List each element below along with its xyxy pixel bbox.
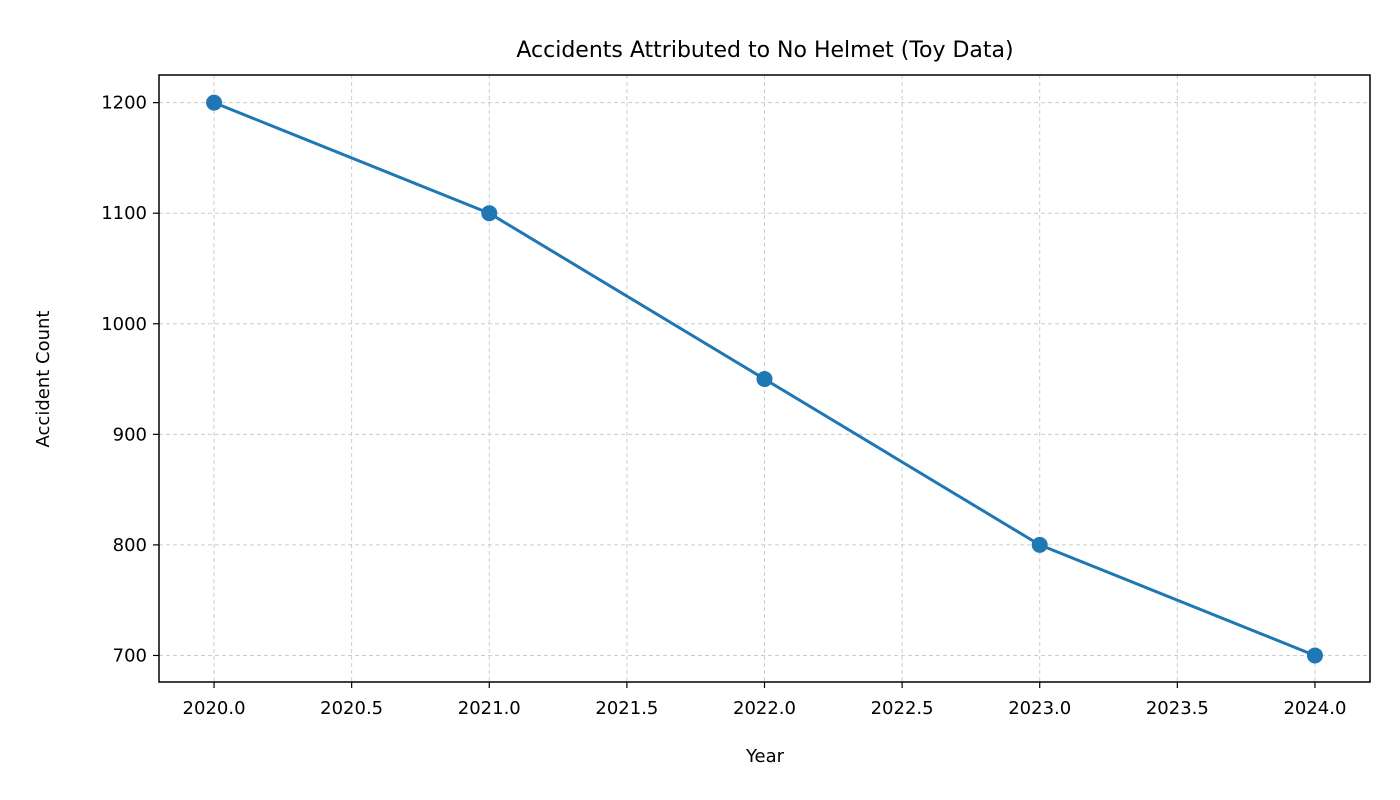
x-tick-label: 2023.0 — [1008, 698, 1071, 719]
y-tick-label: 800 — [113, 535, 147, 556]
y-tick-label: 700 — [113, 645, 147, 666]
data-point — [206, 94, 223, 111]
data-point — [1031, 536, 1048, 553]
y-tick-label: 900 — [113, 424, 147, 445]
data-point — [756, 371, 773, 388]
x-tick-label: 2022.5 — [871, 698, 934, 719]
series-layer — [206, 94, 1323, 664]
y-tick-label: 1200 — [101, 93, 147, 114]
x-tick-label: 2020.0 — [183, 698, 246, 719]
x-tick-label: 2020.5 — [320, 698, 383, 719]
y-tick-label: 1000 — [101, 314, 147, 335]
data-point — [481, 205, 498, 222]
y-axis-title: Accident Count — [33, 311, 54, 448]
y-axis-ticks: 700 800 900 1000 1100 1200 — [101, 93, 159, 666]
x-axis-ticks: 2020.0 2020.5 2021.0 2021.5 2022.0 2022.5 2023… — [183, 682, 1346, 719]
data-point — [1306, 647, 1323, 664]
x-tick-label: 2023.5 — [1146, 698, 1209, 719]
chart-title: Accidents Attributed to No Helmet (Toy D… — [516, 38, 1013, 63]
x-tick-label: 2021.5 — [595, 698, 658, 719]
x-tick-label: 2022.0 — [733, 698, 796, 719]
x-axis-title: Year — [745, 746, 785, 767]
x-tick-label: 2024.0 — [1283, 698, 1346, 719]
y-tick-label: 1100 — [101, 203, 147, 224]
x-tick-label: 2021.0 — [458, 698, 521, 719]
